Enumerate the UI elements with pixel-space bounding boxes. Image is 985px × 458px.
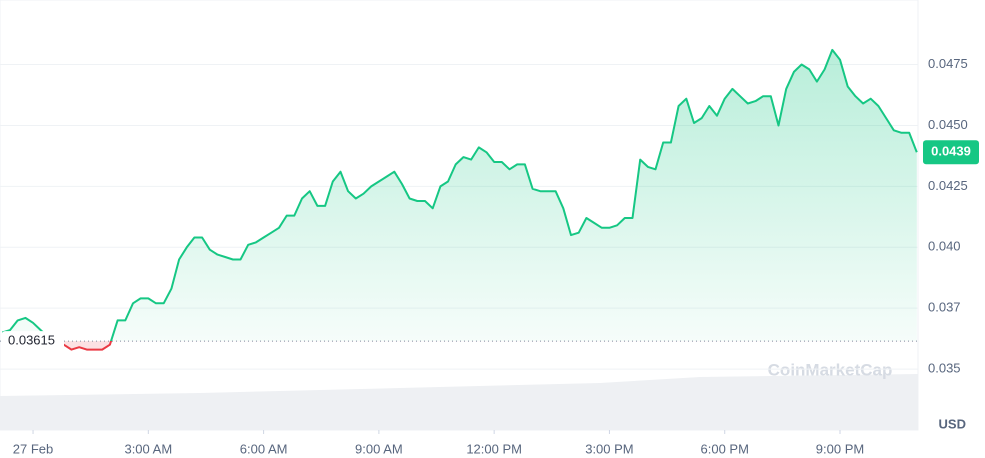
y-tick-label: 0.037 [928,300,961,315]
current-price-box [923,140,979,165]
price-line [2,48,918,351]
x-tick-label: 6:00 PM [701,441,749,456]
x-tick-label: 3:00 AM [124,441,172,456]
x-tick-label: 3:00 PM [585,441,633,456]
y-tick-label: 0.0475 [928,56,968,71]
x-tick-label: 27 Feb [13,441,53,456]
watermark: CoinMarketCap [768,360,893,379]
currency-label: USD [939,416,966,431]
x-tick-label: 6:00 AM [240,441,288,456]
baseline-label: 0.03615 [8,333,55,348]
y-tick-label: 0.0450 [928,117,968,132]
y-tick-label: 0.0425 [928,178,968,193]
x-tick-label: 9:00 AM [355,441,403,456]
area [2,49,917,350]
baseline-label-bg [2,331,64,352]
x-tick-label: 12:00 PM [466,441,522,456]
y-tick-label: 0.040 [928,239,961,254]
y-tick-label: 0.035 [928,361,961,376]
volume-area [0,374,918,430]
current-price-label: 0.0439 [931,144,971,159]
x-tick-label: 9:00 PM [816,441,864,456]
